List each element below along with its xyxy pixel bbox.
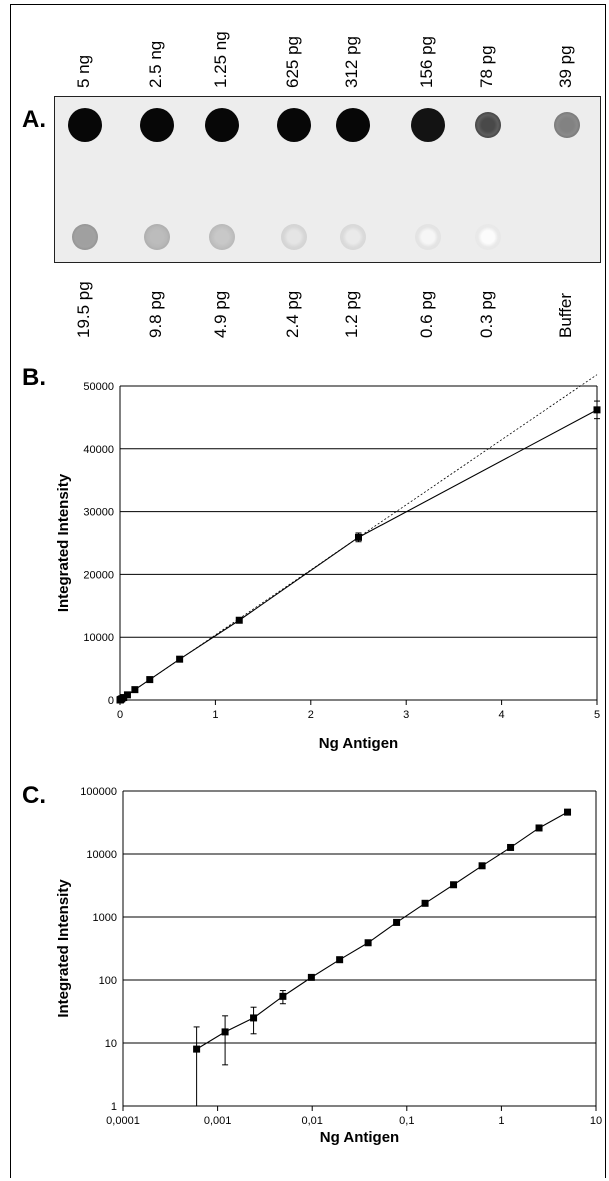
y-axis-title: Integrated Intensity <box>55 473 72 612</box>
y-tick-label: 30000 <box>83 507 114 519</box>
data-point <box>478 862 486 870</box>
dot-bottom-row <box>475 224 501 250</box>
data-point <box>193 1045 201 1053</box>
dot-bottom-row <box>72 224 98 250</box>
y-tick-label: 100000 <box>80 786 117 798</box>
x-tick-label: 2 <box>308 709 314 721</box>
x-tick-label: 4 <box>499 709 505 721</box>
data-point <box>235 616 243 624</box>
dot-bottom-row <box>281 224 307 250</box>
data-point <box>279 992 287 1000</box>
series-line <box>196 811 568 1050</box>
y-tick-label: 40000 <box>83 444 114 456</box>
data-point <box>176 655 184 663</box>
x-axis-title: Ng Antigen <box>319 735 398 752</box>
linear-chart: 0 10000 20000 30000 40000 50000 0 1 2 3 4 5 Ng Antig… <box>55 374 601 752</box>
data-point <box>131 686 139 694</box>
data-point <box>221 1028 229 1036</box>
data-point <box>564 808 572 816</box>
x-axis-title: Ng Antigen <box>320 1129 399 1146</box>
x-tick-label: 10 <box>590 1115 602 1127</box>
y-tick-label: 20000 <box>83 569 114 581</box>
x-tick-label: 0,0001 <box>106 1115 140 1127</box>
data-point <box>146 676 154 684</box>
x-tick-label: 0,01 <box>301 1115 322 1127</box>
dot-top-row <box>336 108 370 142</box>
panel-c-label: C. <box>22 782 46 809</box>
dot-top-row <box>205 108 239 142</box>
data-point <box>421 899 429 907</box>
dot-top-row <box>68 108 102 142</box>
y-tick-label: 100 <box>99 975 117 987</box>
x-tick-label: 1 <box>212 709 218 721</box>
data-point <box>120 694 128 702</box>
x-tick-label: 0,1 <box>399 1115 414 1127</box>
dot-bottom-row <box>340 224 366 250</box>
data-point <box>535 824 543 832</box>
dot-blot-membrane <box>54 96 601 263</box>
data-point <box>507 843 515 851</box>
data-point <box>123 691 131 699</box>
y-tick-label: 10 <box>105 1038 117 1050</box>
data-point <box>250 1014 258 1022</box>
dot-top-row <box>277 108 311 142</box>
y-tick-label: 0 <box>108 695 114 707</box>
data-point <box>393 918 401 926</box>
dot-bottom-row <box>415 224 441 250</box>
dot-top-row <box>475 112 501 138</box>
data-point <box>364 939 372 947</box>
dot-bottom-row <box>209 224 235 250</box>
x-tick-label: 0 <box>117 709 123 721</box>
data-point <box>355 533 362 541</box>
y-axis-title: Integrated Intensity <box>55 879 72 1018</box>
dot-top-row <box>411 108 445 142</box>
y-tick-label: 50000 <box>83 381 114 393</box>
x-tick-label: 3 <box>403 709 409 721</box>
y-tick-label: 1 <box>111 1101 117 1113</box>
dot-top-row <box>554 112 580 138</box>
y-tick-label: 10000 <box>86 849 117 861</box>
data-point <box>307 973 315 981</box>
x-tick-label: 1 <box>498 1115 504 1127</box>
dot-bottom-row <box>144 224 170 250</box>
data-point <box>336 956 344 964</box>
y-tick-label: 1000 <box>93 912 117 924</box>
data-point <box>593 406 601 414</box>
dot-top-row <box>140 108 174 142</box>
panel-a-label: A. <box>22 106 46 133</box>
x-tick-label: 5 <box>594 709 600 721</box>
figure-frame <box>10 4 606 1178</box>
data-point <box>450 881 458 889</box>
panel-b-label: B. <box>22 364 46 391</box>
x-tick-label: 0,001 <box>204 1115 232 1127</box>
y-tick-label: 10000 <box>83 632 114 644</box>
